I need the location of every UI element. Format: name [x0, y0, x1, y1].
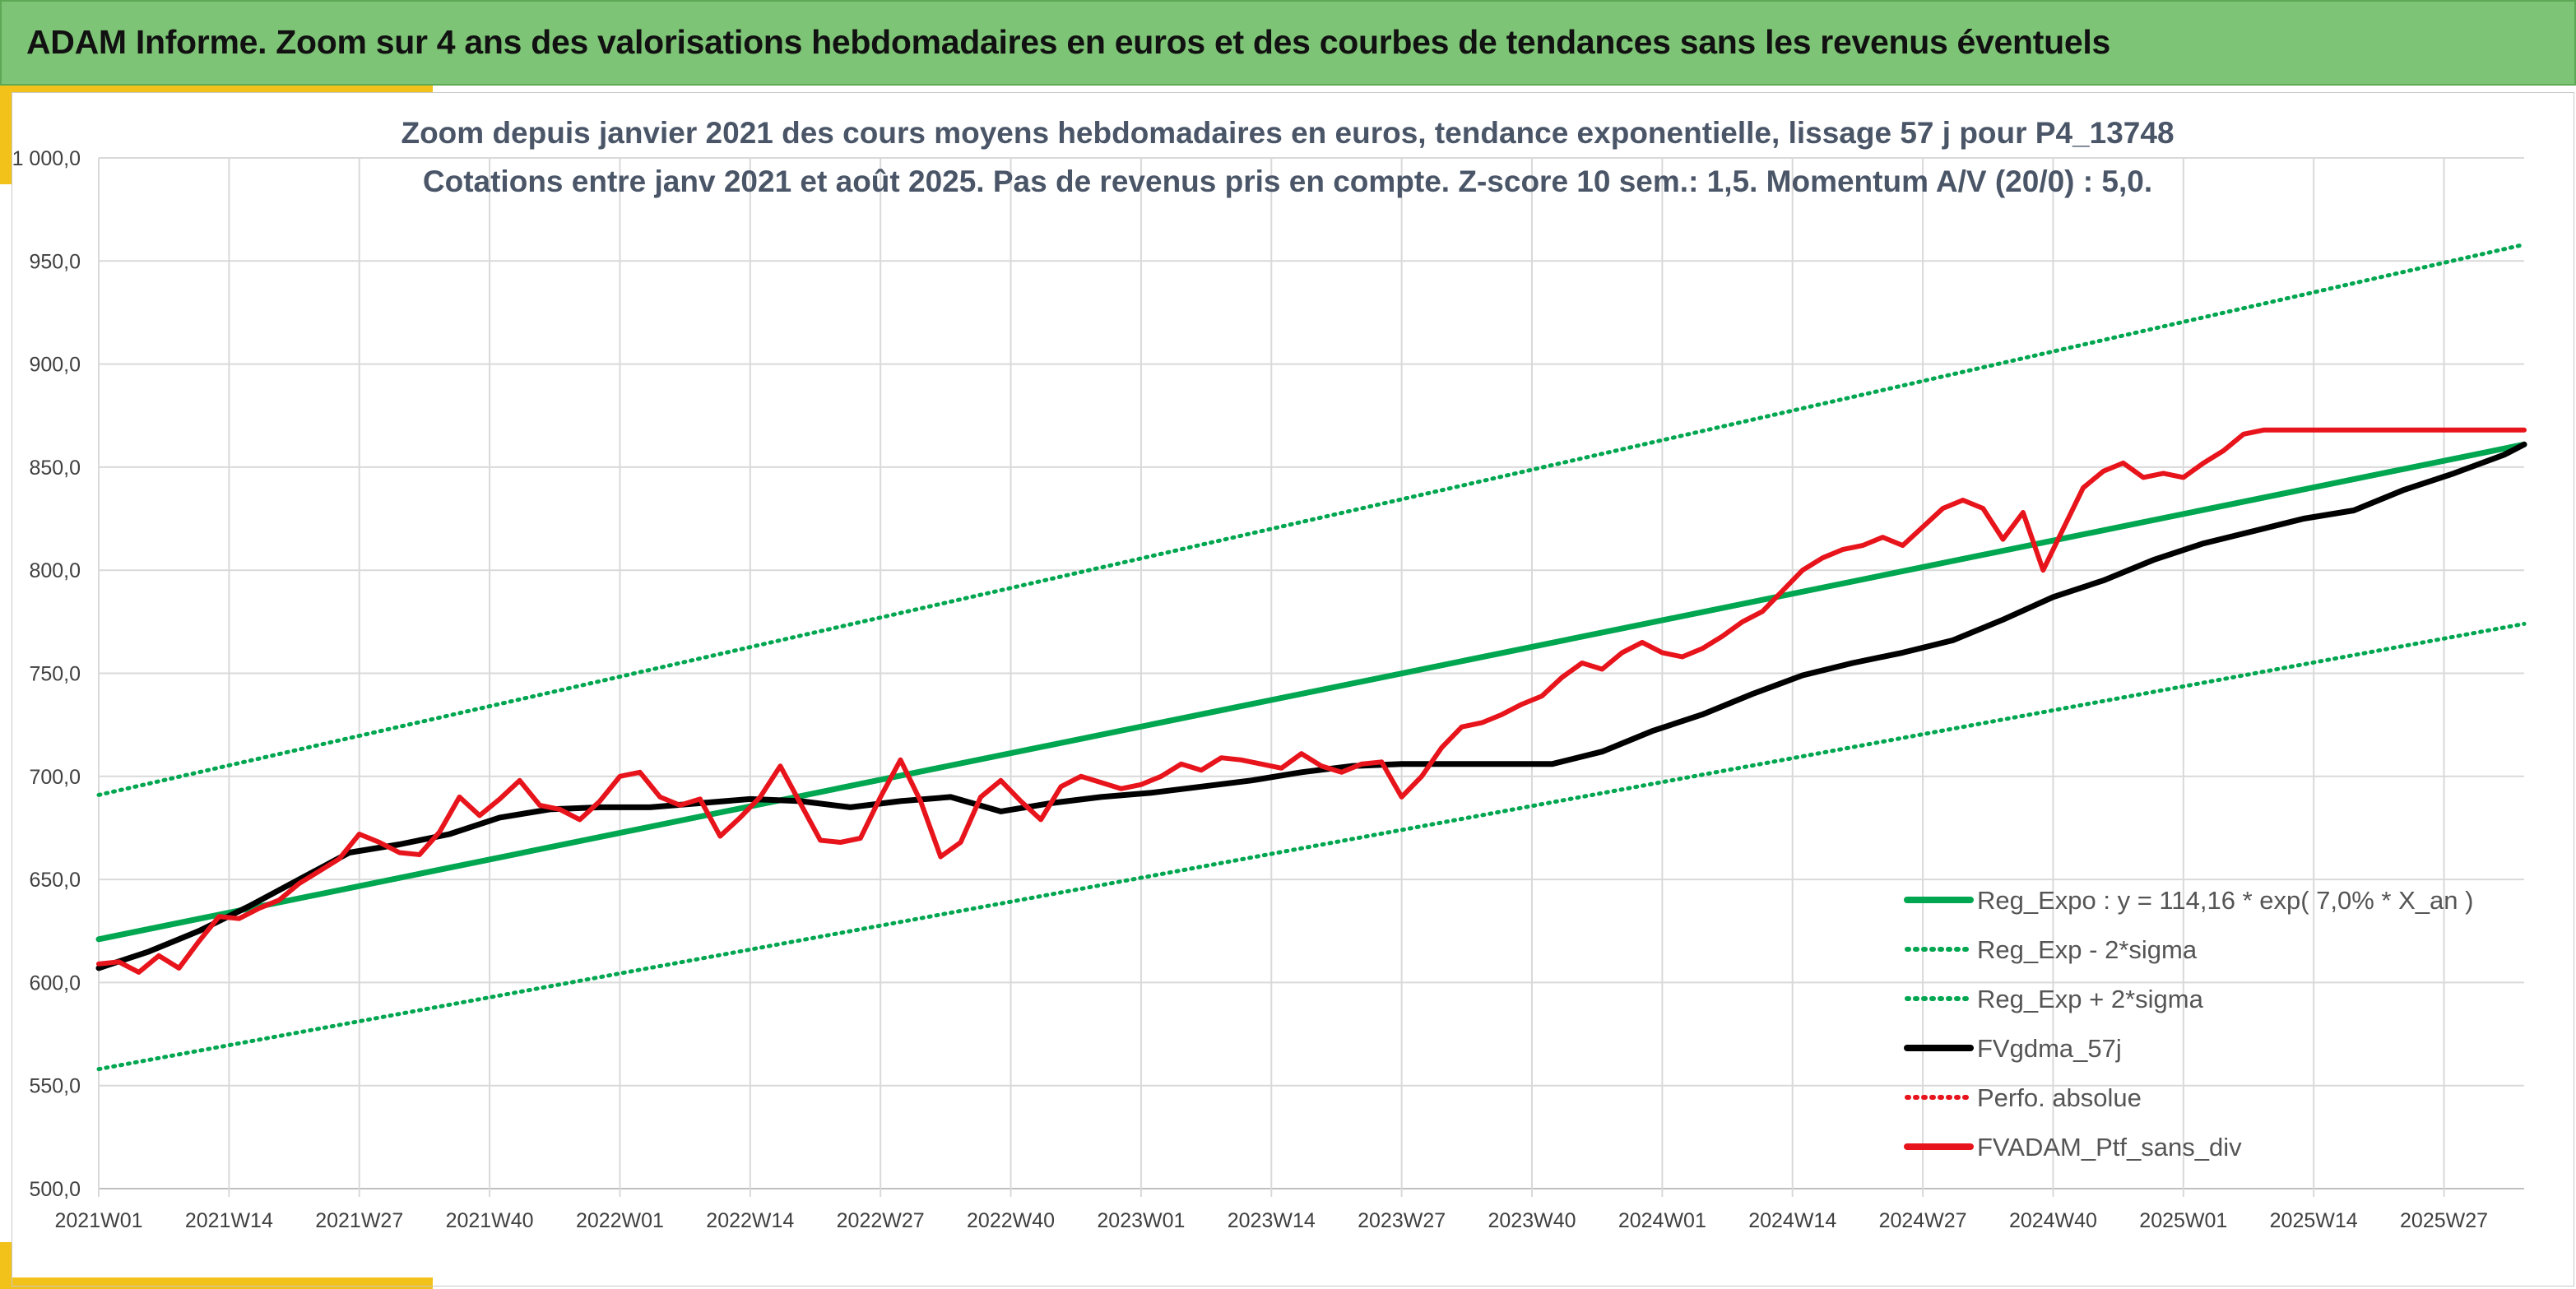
- x-tick-label: 2021W14: [185, 1209, 273, 1232]
- x-tick-label: 2021W27: [315, 1209, 403, 1232]
- y-tick-label: 700,0: [29, 766, 81, 789]
- x-axis-ticks: 2021W01 2021W14 2021W27 2021W40 2022W01 2022W…: [54, 1209, 2488, 1232]
- x-tick-label: 2023W01: [1097, 1209, 1185, 1232]
- series-lines: [95, 242, 2527, 1072]
- x-tick-label: 2022W27: [837, 1209, 925, 1232]
- x-tick-label: 2023W27: [1358, 1209, 1446, 1232]
- y-tick-label: 800,0: [29, 559, 81, 582]
- accent-bar-left: [0, 86, 12, 184]
- chart-title-line-2: Cotations entre janv 2021 et août 2025. …: [423, 165, 2152, 198]
- legend-label: Perfo. absolue: [1977, 1083, 2142, 1112]
- chart-title-line-1: Zoom depuis janvier 2021 des cours moyen…: [401, 116, 2174, 150]
- y-tick-label: 900,0: [29, 354, 81, 377]
- legend-label: Reg_Exp - 2*sigma: [1977, 935, 2198, 964]
- x-tick-label: 2024W01: [1618, 1209, 1706, 1232]
- y-tick-label: 600,0: [29, 971, 81, 995]
- reg-expo-line: [95, 441, 2527, 943]
- y-tick-label: 750,0: [29, 663, 81, 686]
- x-tick-label: 2024W40: [2009, 1209, 2097, 1232]
- y-tick-label: 1 000,0: [12, 147, 81, 170]
- legend-label: FVgdma_57j: [1977, 1034, 2122, 1063]
- y-tick-label: 500,0: [29, 1178, 81, 1201]
- legend-label: Reg_Expo : y = 114,16 * exp( 7,0% * X_an…: [1977, 886, 2473, 915]
- fvadam-ptf-line: [96, 427, 2527, 975]
- x-tick-label: 2022W14: [706, 1209, 794, 1232]
- x-tick-label: 2022W01: [576, 1209, 664, 1232]
- report-banner: ADAM Informe. Zoom sur 4 ans des valoris…: [0, 0, 2576, 86]
- y-tick-label: 650,0: [29, 869, 81, 892]
- y-tick-label: 850,0: [29, 457, 81, 480]
- y-tick-label: 550,0: [29, 1075, 81, 1098]
- y-axis-ticks: 500,0 550,0 600,0 650,0 700,0 750,0 800,0 850,0…: [12, 147, 81, 1201]
- x-tick-label: 2025W14: [2270, 1209, 2358, 1232]
- x-tick-label: 2023W14: [1228, 1209, 1316, 1232]
- x-tick-label: 2022W40: [967, 1209, 1055, 1232]
- legend-label: Reg_Exp + 2*sigma: [1977, 985, 2204, 1013]
- legend-label: FVADAM_Ptf_sans_div: [1977, 1133, 2242, 1161]
- accent-bar-top: [0, 86, 433, 92]
- x-tick-label: 2024W27: [1879, 1209, 1967, 1232]
- x-tick-label: 2025W01: [2139, 1209, 2227, 1232]
- accent-bar-left-bottom: [0, 1242, 12, 1289]
- x-tick-label: 2021W01: [54, 1209, 142, 1232]
- x-tick-label: 2023W40: [1488, 1209, 1576, 1232]
- x-tick-label: 2025W27: [2400, 1209, 2488, 1232]
- x-tick-label: 2024W14: [1748, 1209, 1836, 1232]
- chart-title: Zoom depuis janvier 2021 des cours moyen…: [401, 116, 2174, 198]
- legend: Reg_Expo : y = 114,16 * exp( 7,0% * X_an…: [1904, 886, 2473, 1161]
- x-tick-label: 2021W40: [446, 1209, 534, 1232]
- report-title: ADAM Informe. Zoom sur 4 ans des valoris…: [26, 23, 2110, 61]
- gridlines: [98, 157, 2524, 1197]
- chart-frame: [12, 92, 2574, 1287]
- y-tick-label: 950,0: [29, 250, 81, 273]
- reg-exp-plus-2sigma-line: [96, 242, 2527, 797]
